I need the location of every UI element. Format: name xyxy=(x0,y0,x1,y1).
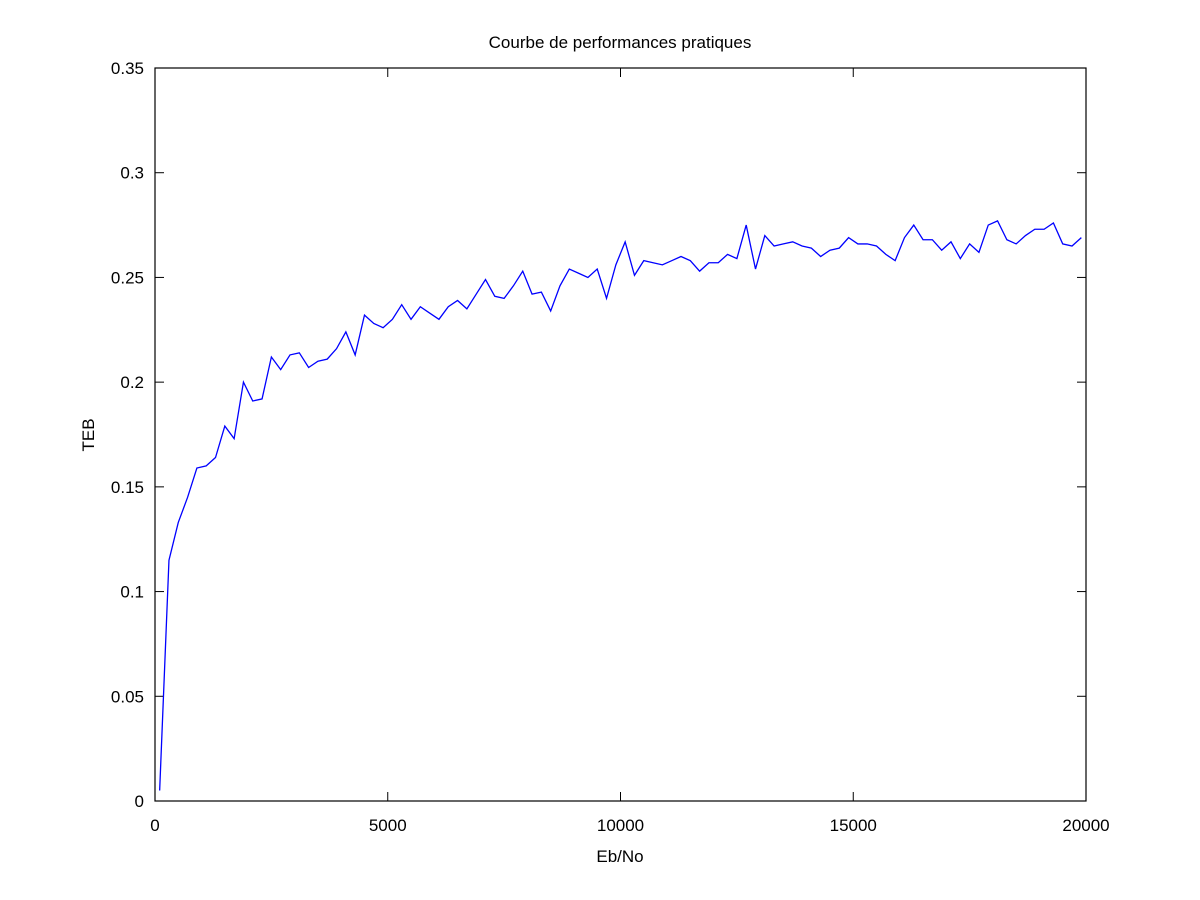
x-tick-label: 5000 xyxy=(369,816,407,835)
y-tick-label: 0.25 xyxy=(111,268,144,287)
x-tick-label: 10000 xyxy=(597,816,644,835)
x-tick-label: 0 xyxy=(150,816,159,835)
x-tick-label: 15000 xyxy=(830,816,877,835)
series-layer xyxy=(159,220,1082,791)
y-axis-title: TEB xyxy=(79,418,98,451)
x-axis-title: Eb/No xyxy=(596,847,643,866)
plot-frame xyxy=(154,67,1087,802)
chart-title: Courbe de performances pratiques xyxy=(489,33,752,52)
y-tick-label: 0.05 xyxy=(111,687,144,706)
y-tick-label: 0.35 xyxy=(111,59,144,78)
series-line-0 xyxy=(159,220,1082,791)
x-tick-label: 20000 xyxy=(1062,816,1109,835)
y-tick-label: 0.3 xyxy=(120,164,144,183)
y-tick-label: 0.2 xyxy=(120,373,144,392)
y-tick-label: 0 xyxy=(135,792,144,811)
axis-ticks: 0 5000 10000 15000 20000 0 0.05 0.1 0.15 0.2 0.25 0… xyxy=(111,59,1110,835)
y-tick-label: 0.15 xyxy=(111,478,144,497)
y-tick-label: 0.1 xyxy=(120,583,144,602)
